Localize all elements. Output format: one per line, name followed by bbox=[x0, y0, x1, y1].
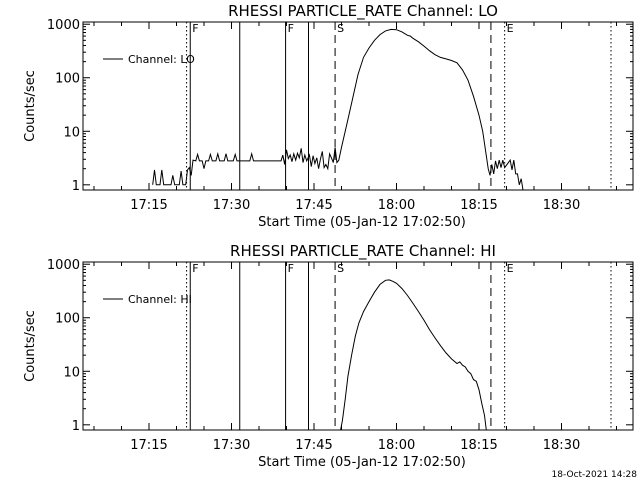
legend-label: Channel: LO bbox=[128, 53, 195, 66]
x-axis-label: Start Time (05-Jan-12 17:02:50) bbox=[258, 215, 466, 230]
y-tick-label: 100 bbox=[55, 72, 80, 87]
series-line-hi bbox=[340, 279, 487, 431]
y-tick-label: 1 bbox=[72, 179, 80, 194]
marker-label: S bbox=[337, 22, 344, 35]
marker-label: F bbox=[288, 262, 294, 275]
y-tick-label: 1000 bbox=[47, 258, 80, 273]
y-tick-label: 1 bbox=[72, 419, 80, 434]
y-tick-label: 1000 bbox=[47, 18, 80, 33]
marker-label: S bbox=[337, 262, 344, 275]
marker-label: F bbox=[192, 22, 198, 35]
y-tick-label: 10 bbox=[63, 125, 80, 140]
marker-label: F bbox=[192, 262, 198, 275]
x-tick-label: 18:00 bbox=[378, 438, 415, 453]
date-stamp: 18-Oct-2021 14:28 bbox=[552, 470, 638, 480]
x-tick-label: 17:15 bbox=[130, 438, 167, 453]
chart-panel-lo bbox=[82, 21, 634, 191]
x-tick-label: 18:30 bbox=[543, 198, 580, 213]
x-tick-label: 17:30 bbox=[213, 198, 250, 213]
x-tick-label: 17:45 bbox=[295, 198, 332, 213]
plot-frame bbox=[82, 21, 634, 191]
x-tick-label: 18:15 bbox=[460, 198, 497, 213]
x-tick-label: 18:30 bbox=[543, 438, 580, 453]
chart-title: RHESSI PARTICLE_RATE Channel: HI bbox=[230, 242, 496, 261]
x-tick-label: 18:15 bbox=[460, 438, 497, 453]
marker-label: E bbox=[507, 22, 514, 35]
y-axis-label: Counts/sec bbox=[23, 70, 38, 142]
plot-frame bbox=[82, 261, 634, 431]
x-axis-label: Start Time (05-Jan-12 17:02:50) bbox=[258, 455, 466, 470]
marker-label: E bbox=[507, 262, 514, 275]
y-tick-label: 100 bbox=[55, 312, 80, 327]
x-tick-label: 17:45 bbox=[295, 438, 332, 453]
x-tick-label: 17:15 bbox=[130, 198, 167, 213]
chart-title: RHESSI PARTICLE_RATE Channel: LO bbox=[228, 2, 498, 21]
marker-label: F bbox=[288, 22, 294, 35]
x-tick-label: 17:30 bbox=[213, 438, 250, 453]
x-tick-label: 18:00 bbox=[378, 198, 415, 213]
chart-panel-hi bbox=[82, 261, 634, 431]
y-tick-label: 10 bbox=[63, 365, 80, 380]
series-line-lo bbox=[152, 28, 524, 191]
y-axis-label: Counts/sec bbox=[23, 310, 38, 382]
legend-label: Channel: HI bbox=[128, 293, 192, 306]
